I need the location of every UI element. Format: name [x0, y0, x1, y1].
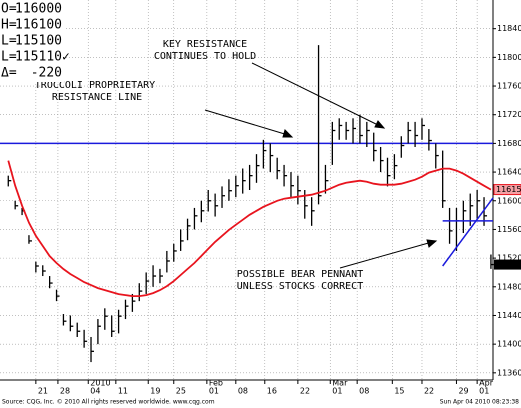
close-last-label: 115110: [496, 260, 521, 269]
x-tick-label: 16: [267, 387, 277, 396]
annotation: RESISTANCE LINE: [52, 92, 142, 103]
readout-value: 116100: [15, 18, 62, 33]
readout-value: 116000: [15, 2, 62, 17]
readout-label: Δ=: [1, 66, 17, 81]
x-tick-label: 11: [118, 387, 128, 396]
y-tick-label: 117600: [497, 82, 521, 91]
readout-value: 115100: [15, 34, 62, 49]
y-tick-label: 118400: [497, 24, 521, 33]
x-tick-label: 01: [209, 387, 219, 396]
arrowhead: [374, 120, 386, 129]
x-tick-label: 22: [300, 387, 310, 396]
x-tick-label: 21: [38, 387, 48, 396]
arrow: [251, 62, 381, 127]
x-tick-label: 04: [90, 387, 100, 396]
readout-flag: ✓: [62, 50, 70, 65]
arrows: [204, 62, 438, 269]
timestamp: Sun Apr 04 2010 08:23:38: [440, 399, 519, 406]
readout-value: 115110: [15, 50, 62, 65]
arrowhead: [426, 239, 438, 248]
x-tick-label: 29: [458, 387, 468, 396]
y-tick-label: 118000: [497, 53, 521, 62]
y-tick-label: 116000: [497, 196, 521, 205]
x-tick-label: 08: [238, 387, 248, 396]
readout-label: O=: [1, 2, 17, 17]
annotation: POSSIBLE BEAR PENNANT: [237, 269, 363, 280]
arrow: [204, 109, 289, 136]
annotation: KEY RESISTANCE: [163, 39, 247, 50]
arrow: [339, 241, 433, 269]
y-tick-label: 114800: [497, 282, 521, 291]
x-tick-label: 01: [332, 387, 342, 396]
period-label: Mar: [332, 379, 348, 388]
annotation: CONTINUES TO HOLD: [154, 51, 256, 62]
readout-label: H=: [1, 18, 17, 33]
annotation: TROCCOLI PROPRIETARY: [35, 80, 155, 91]
plot: [0, 45, 494, 363]
moving-average: [7, 160, 492, 298]
arrowhead: [282, 129, 294, 138]
x-tick-label: 22: [424, 387, 434, 396]
x-tick-label: 08: [359, 387, 369, 396]
x-tick-label: 15: [394, 387, 404, 396]
readout-label: L=: [1, 34, 17, 49]
period-label: Apr: [479, 379, 494, 388]
y-tick-label: 114400: [497, 311, 521, 320]
close-last-box: [494, 259, 521, 270]
readout-value: -220: [31, 66, 62, 81]
ma-last-label: 116156: [496, 185, 521, 194]
period-label: Feb: [209, 379, 223, 388]
y-tick-label: 116800: [497, 139, 521, 148]
x-tick-label: 01: [479, 387, 489, 396]
readout-label: L=: [1, 50, 17, 65]
y-tick-label: 117200: [497, 110, 521, 119]
pennant-line: [442, 197, 494, 267]
source: Source: CQG, Inc. © 2010 All rights rese…: [2, 399, 215, 406]
x-tick-label: 25: [176, 387, 186, 396]
y-tick-label: 115200: [497, 254, 521, 263]
readout-box: [0, 0, 64, 82]
x-tick-label: 19: [150, 387, 160, 396]
x-tick-label: 28: [60, 387, 70, 396]
period-label: 2010: [90, 379, 110, 388]
y-tick-label: 116400: [497, 168, 521, 177]
annotation: UNLESS STOCKS CORRECT: [237, 281, 363, 292]
y-tick-label: 114000: [497, 340, 521, 349]
y-tick-label: 115600: [497, 225, 521, 234]
y-tick-label: 113600: [497, 368, 521, 377]
ma-last-box: [493, 184, 521, 196]
